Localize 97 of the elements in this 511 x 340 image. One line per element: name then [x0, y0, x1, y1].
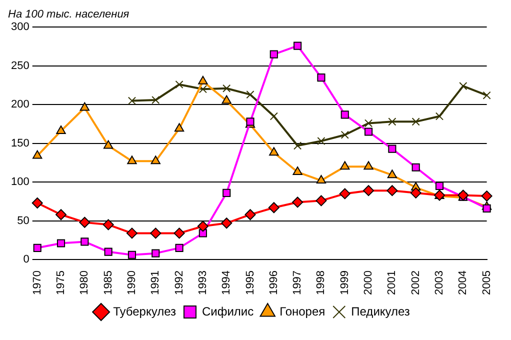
y-tick-label: 250 [10, 60, 30, 72]
y-tick-label: 200 [10, 98, 30, 111]
point [102, 219, 114, 230]
x-tick-label: 1990 [126, 270, 138, 296]
point [339, 188, 350, 200]
x-tick-label: 2003 [434, 270, 446, 296]
point [435, 112, 444, 120]
point [150, 228, 162, 239]
point [364, 128, 373, 136]
point [388, 144, 396, 153]
x-tick-label: 1994 [220, 270, 233, 296]
point [103, 140, 114, 149]
point [317, 74, 326, 82]
point [364, 161, 374, 170]
y-tick-label: 300 [10, 21, 30, 34]
y-tick-label: 100 [10, 176, 30, 188]
point [150, 156, 160, 164]
x-tick-label: 1970 [31, 270, 44, 296]
point [317, 137, 326, 146]
x-tick-label: 1997 [292, 270, 304, 296]
legend-label: Педикулез [351, 304, 410, 318]
point [222, 95, 232, 104]
point [316, 195, 327, 206]
point [412, 118, 420, 126]
x-tick-label: 1995 [244, 270, 256, 296]
point [152, 96, 160, 104]
point [294, 142, 302, 150]
point [363, 185, 374, 196]
x-tick-label: 1991 [150, 270, 162, 296]
point [244, 209, 256, 220]
point [126, 228, 138, 239]
point [174, 228, 185, 239]
x-tick-label: 2000 [362, 270, 375, 296]
x-tick-label: 2005 [480, 270, 493, 296]
x-tick-label: 1975 [55, 270, 68, 296]
x-tick-label: 2001 [386, 270, 398, 296]
point [56, 125, 66, 134]
x-tick-label: 2004 [457, 270, 470, 296]
x-tick-label: 1993 [196, 270, 209, 296]
x-tick-label: 1998 [315, 270, 328, 296]
point [152, 249, 160, 258]
point [198, 85, 207, 94]
point [221, 218, 232, 229]
point [435, 182, 444, 190]
point [269, 147, 279, 156]
point [316, 175, 326, 184]
chart-title: На 100 тыс. населения [8, 8, 130, 21]
point [410, 187, 422, 198]
point [127, 156, 137, 164]
point [459, 82, 468, 90]
point [340, 110, 349, 119]
y-tick-label: 150 [10, 137, 30, 150]
point [270, 50, 278, 58]
point [174, 123, 184, 132]
point [481, 190, 492, 202]
point [197, 220, 208, 232]
point [364, 119, 373, 128]
y-tick-label: 0 [23, 254, 30, 266]
x-tick-label: 1992 [173, 270, 186, 296]
point [482, 91, 491, 100]
legend-label: Сифилис [202, 304, 254, 318]
point [104, 248, 112, 256]
x-tick-label: 1980 [78, 270, 91, 296]
point [222, 84, 231, 92]
point [292, 196, 304, 208]
point [198, 76, 208, 84]
point [128, 250, 136, 259]
legend-label: Туберкулез [113, 304, 176, 318]
x-tick-label: 1999 [338, 270, 351, 296]
point [32, 150, 42, 159]
point [482, 204, 491, 212]
point [56, 239, 66, 248]
point [222, 188, 231, 197]
point [294, 42, 302, 50]
point [268, 202, 280, 214]
point [56, 209, 67, 220]
point [32, 197, 43, 208]
point [340, 130, 349, 139]
point [412, 163, 420, 172]
point [79, 216, 90, 228]
point [292, 166, 302, 176]
point [386, 185, 398, 196]
point [340, 161, 350, 170]
point [388, 118, 396, 126]
x-tick-label: 1985 [102, 270, 114, 296]
legend-label: Гонорея [280, 304, 326, 318]
point [175, 244, 184, 252]
x-tick-label: 1996 [268, 270, 280, 296]
point [33, 244, 42, 252]
x-tick-label: 2002 [410, 270, 422, 296]
point [128, 96, 136, 105]
point [246, 90, 254, 99]
point [80, 102, 90, 111]
point [387, 170, 398, 178]
y-tick-label: 50 [17, 214, 30, 227]
point [80, 238, 89, 246]
point [175, 80, 184, 89]
